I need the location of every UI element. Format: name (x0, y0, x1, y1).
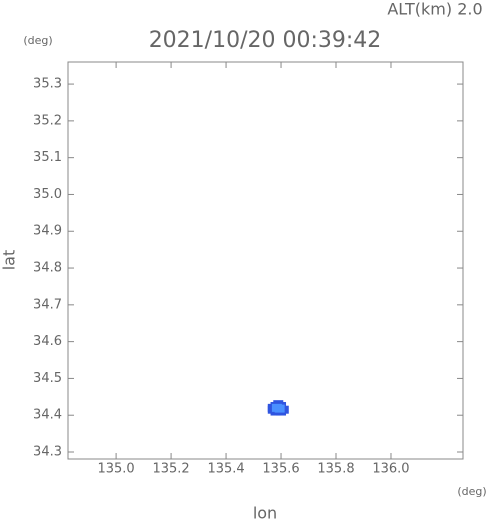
chart-title: 2021/10/20 00:39:42 (149, 28, 382, 53)
y-tick-label: 34.8 (33, 261, 62, 276)
x-tick-label: 135.4 (207, 462, 244, 477)
y-tick-label: 35.3 (33, 77, 62, 92)
y-tick-label: 34.6 (33, 334, 62, 349)
x-tick-label: 135.0 (97, 462, 134, 477)
echo-cell (274, 404, 285, 413)
x-tick-label: 135.6 (262, 462, 299, 477)
x-tick-label: 136.0 (372, 462, 409, 477)
y-tick-label: 34.5 (33, 371, 62, 386)
y-tick-label: 35.1 (33, 150, 62, 165)
x-tick-label: 135.8 (317, 462, 354, 477)
altitude-label: ALT(km) 2.0 (387, 0, 482, 19)
plot-frame (67, 61, 464, 460)
y-tick-label: 34.9 (33, 224, 62, 239)
y-axis-label: lat (0, 250, 19, 271)
y-unit: (deg) (23, 34, 52, 47)
y-tick-label: 35.2 (33, 113, 62, 128)
x-axis-label: lon (253, 504, 277, 521)
y-tick-label: 34.7 (33, 297, 62, 312)
y-tick-label: 34.4 (33, 408, 62, 423)
x-tick-label: 135.2 (152, 462, 189, 477)
x-unit: (deg) (457, 485, 486, 498)
y-tick-label: 34.3 (33, 445, 62, 460)
y-tick-label: 35.0 (33, 187, 62, 202)
